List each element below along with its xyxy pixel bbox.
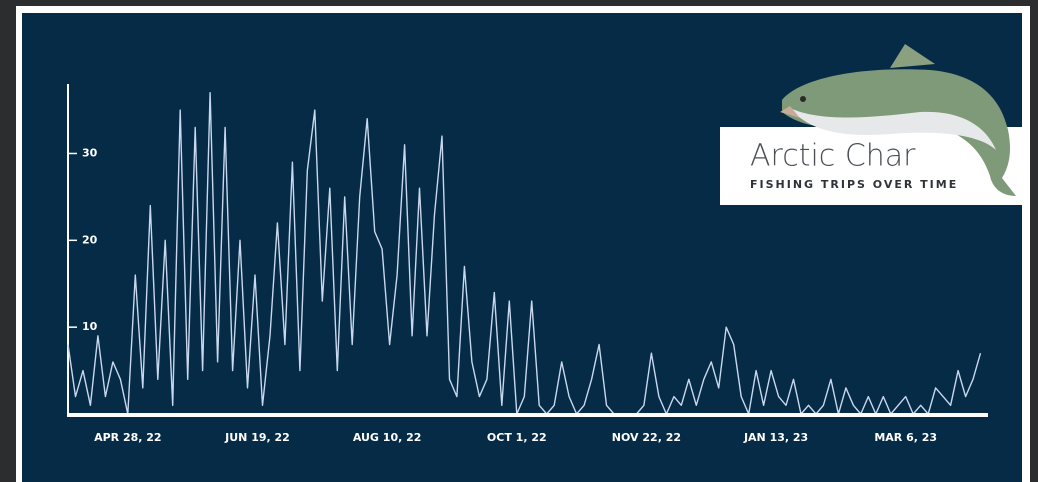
data-line: [67, 92, 982, 415]
x-tick-label: MAR 6, 23: [874, 431, 937, 444]
y-tick-label: 10: [82, 320, 98, 333]
x-tick-label: AUG 10, 22: [353, 431, 422, 444]
x-tick-label: OCT 1, 22: [487, 431, 547, 444]
chart-title: Arctic Char: [750, 139, 916, 174]
y-tick-label: 30: [82, 146, 98, 159]
fish-illustration: [780, 44, 1016, 196]
chart-subtitle: FISHING TRIPS OVER TIME: [750, 178, 958, 191]
x-tick-label: JAN 13, 23: [743, 431, 808, 444]
x-tick-label: APR 28, 22: [94, 431, 162, 444]
plot: 10 20 30 APR 28, 22 JUN 19, 22 AUG 10, 22 OCT …: [67, 84, 988, 444]
y-tick-label: 20: [82, 233, 98, 246]
x-tick-label: JUN 19, 22: [224, 431, 290, 444]
x-tick-label: NOV 22, 22: [612, 431, 681, 444]
